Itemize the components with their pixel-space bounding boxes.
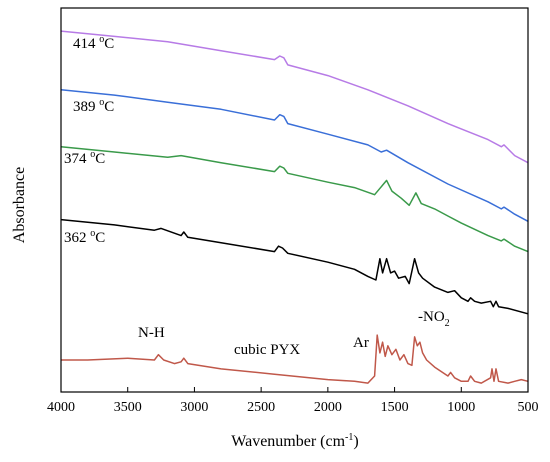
annotation-cubic-pyx: cubic PYX — [234, 342, 300, 358]
y-axis-title: Absorbance — [11, 167, 28, 243]
series-labels: 414 oC 389 oC 374 oC 362 oC — [64, 34, 114, 246]
x-tick-label: 3000 — [180, 400, 208, 415]
x-tick-label: 4000 — [47, 400, 75, 415]
series-line-4 — [61, 334, 529, 384]
series-label-389: 389 oC — [73, 97, 114, 115]
x-tick-label: 2500 — [247, 400, 275, 415]
series-label-414: 414 oC — [73, 34, 114, 52]
plot-lines — [60, 30, 529, 384]
series-line-1 — [60, 89, 529, 222]
plot-frame — [60, 7, 529, 393]
annotations: N-H cubic PYX Ar -NO2 — [138, 309, 450, 358]
series-label-374: 374 oC — [64, 149, 105, 167]
annotation-no2: -NO2 — [418, 309, 450, 329]
annotation-nh: N-H — [138, 325, 165, 341]
x-axis-ticks: 4000 3500 3000 2500 2000 1500 1000 500 — [47, 387, 539, 415]
x-tick-label: 3500 — [114, 400, 142, 415]
x-tick-label: 1500 — [381, 400, 409, 415]
x-tick-label: 500 — [518, 400, 539, 415]
x-tick-label: 2000 — [314, 400, 342, 415]
x-axis-title: Wavenumber (cm-1) — [231, 432, 358, 450]
annotation-ar: Ar — [353, 335, 369, 351]
series-label-362: 362 oC — [64, 228, 105, 246]
series-line-3 — [60, 218, 529, 315]
series-line-0 — [60, 30, 529, 164]
x-tick-label: 1000 — [447, 400, 475, 415]
series-line-2 — [60, 145, 529, 253]
